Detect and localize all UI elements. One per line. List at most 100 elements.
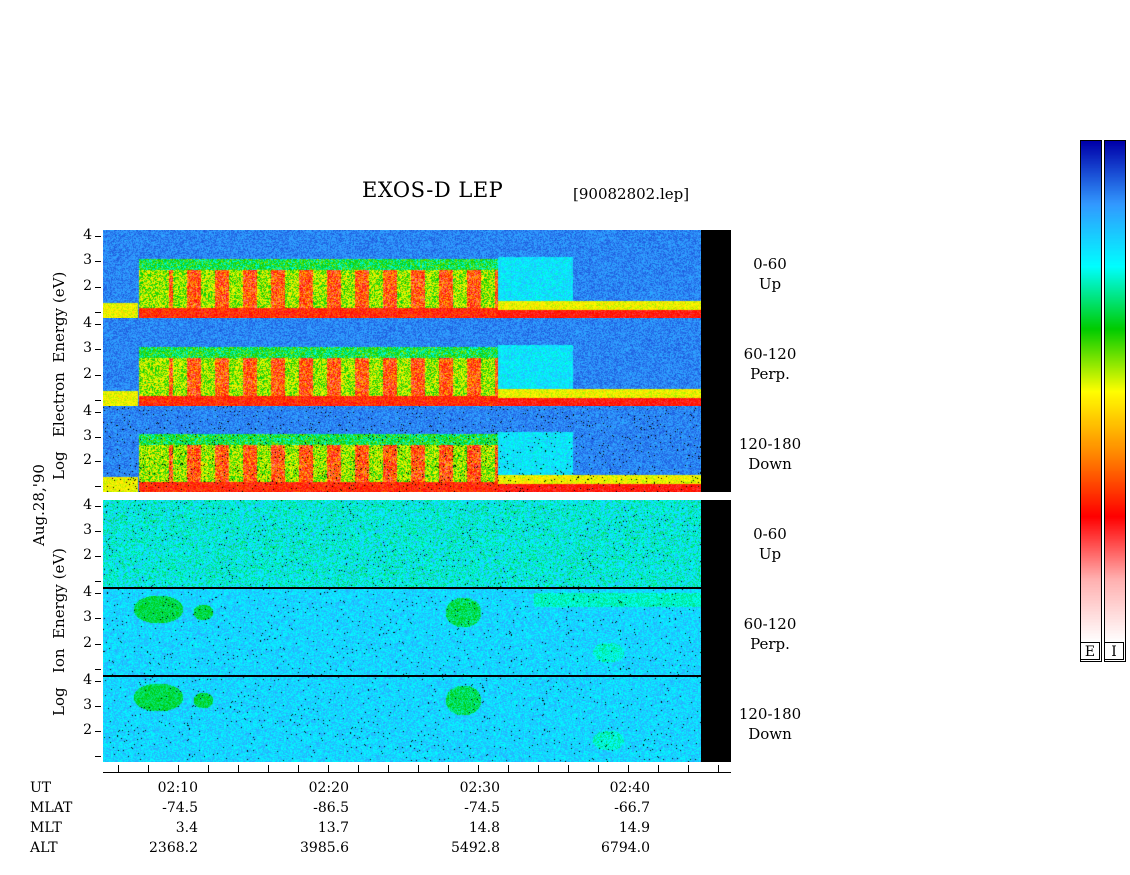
ion-colorbar: [1104, 140, 1126, 662]
x-tick-mark: [508, 765, 509, 773]
electron-perp-panel: [103, 318, 701, 406]
y-tick-label: 4: [83, 584, 92, 600]
x-tick-mark: [358, 765, 359, 773]
y-tick-mark: [95, 643, 101, 645]
panel-divider: [103, 587, 701, 589]
y-tick-mark: [95, 556, 101, 557]
y-tick-label: 4: [83, 227, 92, 243]
y-tick-label: 3: [83, 522, 92, 538]
row-label-ut: UT: [30, 780, 52, 796]
y-tick-mark: [95, 236, 101, 237]
y-tick-mark: [95, 324, 101, 325]
y-tick-label: 3: [83, 252, 92, 269]
electron-down-panel: [103, 406, 701, 492]
chart-title: EXOS-D LEP: [362, 178, 504, 202]
ion-perp-panel: [103, 587, 701, 675]
row-value-mlt: 3.4: [175, 820, 198, 836]
x-tick-mark: [388, 765, 389, 773]
angle-label-e2: 120-180 Down: [738, 435, 802, 473]
row-label-alt: ALT: [30, 840, 58, 856]
group-separator: [103, 492, 731, 500]
ion-down-panel: [103, 675, 701, 762]
x-tick-mark: [328, 765, 329, 773]
row-value-ut: 02:40: [609, 780, 650, 796]
y-tick-mark: [95, 506, 101, 507]
electron-up-panel: [103, 230, 701, 318]
y-tick-mark: [95, 581, 101, 582]
y-tick-label: 2: [83, 547, 92, 563]
x-tick-mark: [208, 765, 209, 773]
row-value-mlat: -86.5: [313, 800, 349, 816]
y-tick-mark: [95, 436, 101, 438]
x-tick-mark: [658, 765, 659, 773]
angle-label-i0: 0-60 Up: [753, 525, 787, 563]
y-tick-mark: [95, 731, 101, 732]
y-tick-mark: [95, 531, 101, 532]
x-tick-mark: [688, 765, 689, 773]
x-tick-mark: [628, 765, 629, 773]
y-tick-label: 4: [83, 672, 92, 688]
date-label: Aug.28,'90: [30, 464, 48, 546]
x-axis-line: [103, 772, 731, 773]
y-tick-label: 2: [83, 365, 92, 382]
row-value-alt: 6794.0: [601, 840, 650, 856]
panel-divider: [103, 675, 701, 677]
y-tick-label: 4: [83, 497, 92, 513]
x-tick-mark: [718, 765, 719, 773]
ion-data-gap: [701, 500, 731, 762]
y-tick-mark: [95, 706, 101, 707]
x-tick-mark: [118, 765, 119, 773]
y-tick-label: 2: [83, 722, 92, 738]
x-tick-mark: [268, 765, 269, 773]
angle-label-e1: 60-120 Perp.: [743, 345, 797, 383]
y-tick-mark: [95, 461, 101, 463]
row-value-alt: 5492.8: [451, 840, 500, 856]
y-tick-label: 2: [83, 634, 92, 651]
y-tick-label: 2: [83, 452, 92, 469]
y-tick-mark: [95, 286, 101, 288]
electron-data-gap: [701, 230, 731, 492]
x-tick-mark: [178, 765, 179, 773]
colorbar-label-e: E: [1080, 642, 1100, 660]
y-tick-mark: [95, 486, 101, 487]
colorbar-label-i: I: [1104, 642, 1124, 660]
x-tick-mark: [448, 765, 449, 773]
y-tick-mark: [95, 756, 101, 757]
ion-up-panel: [103, 500, 701, 587]
y-tick-label: 3: [83, 427, 92, 444]
row-value-mlt: 14.8: [468, 820, 500, 836]
electron-colorbar: [1080, 140, 1102, 662]
angle-label-i2: 120-180 Down: [738, 705, 802, 743]
row-value-alt: 2368.2: [149, 840, 198, 856]
y-tick-label: 3: [83, 697, 92, 713]
x-tick-mark: [538, 765, 539, 773]
x-tick-mark: [598, 765, 599, 773]
y-tick-label: 3: [83, 609, 92, 626]
y-tick-label: 2: [83, 277, 92, 294]
row-value-ut: 02:10: [157, 780, 198, 796]
ion-ylabel: Log Ion Energy (eV): [50, 547, 68, 716]
y-tick-mark: [95, 593, 101, 594]
y-tick-label: 4: [83, 315, 92, 331]
y-tick-mark: [95, 400, 101, 401]
x-tick-mark: [238, 765, 239, 773]
row-value-mlat: -66.7: [614, 800, 650, 816]
angle-label-i1: 60-120 Perp.: [743, 615, 797, 653]
row-value-mlat: -74.5: [162, 800, 198, 816]
row-value-alt: 3985.6: [300, 840, 349, 856]
row-label-mlat: MLAT: [30, 800, 73, 816]
y-tick-mark: [95, 312, 101, 313]
row-value-mlt: 13.7: [317, 820, 349, 836]
row-label-mlt: MLT: [30, 820, 62, 836]
y-tick-label: 3: [83, 340, 92, 357]
row-value-mlt: 14.9: [618, 820, 650, 836]
x-tick-mark: [148, 765, 149, 773]
y-tick-label: 4: [83, 403, 92, 419]
electron-ylabel: Log Electron Energy (eV): [50, 271, 68, 480]
y-tick-mark: [95, 374, 101, 376]
file-id: [90082802.lep]: [573, 185, 690, 203]
y-tick-mark: [95, 681, 101, 682]
y-tick-mark: [95, 261, 101, 263]
x-tick-mark: [418, 765, 419, 773]
y-tick-mark: [95, 349, 101, 351]
